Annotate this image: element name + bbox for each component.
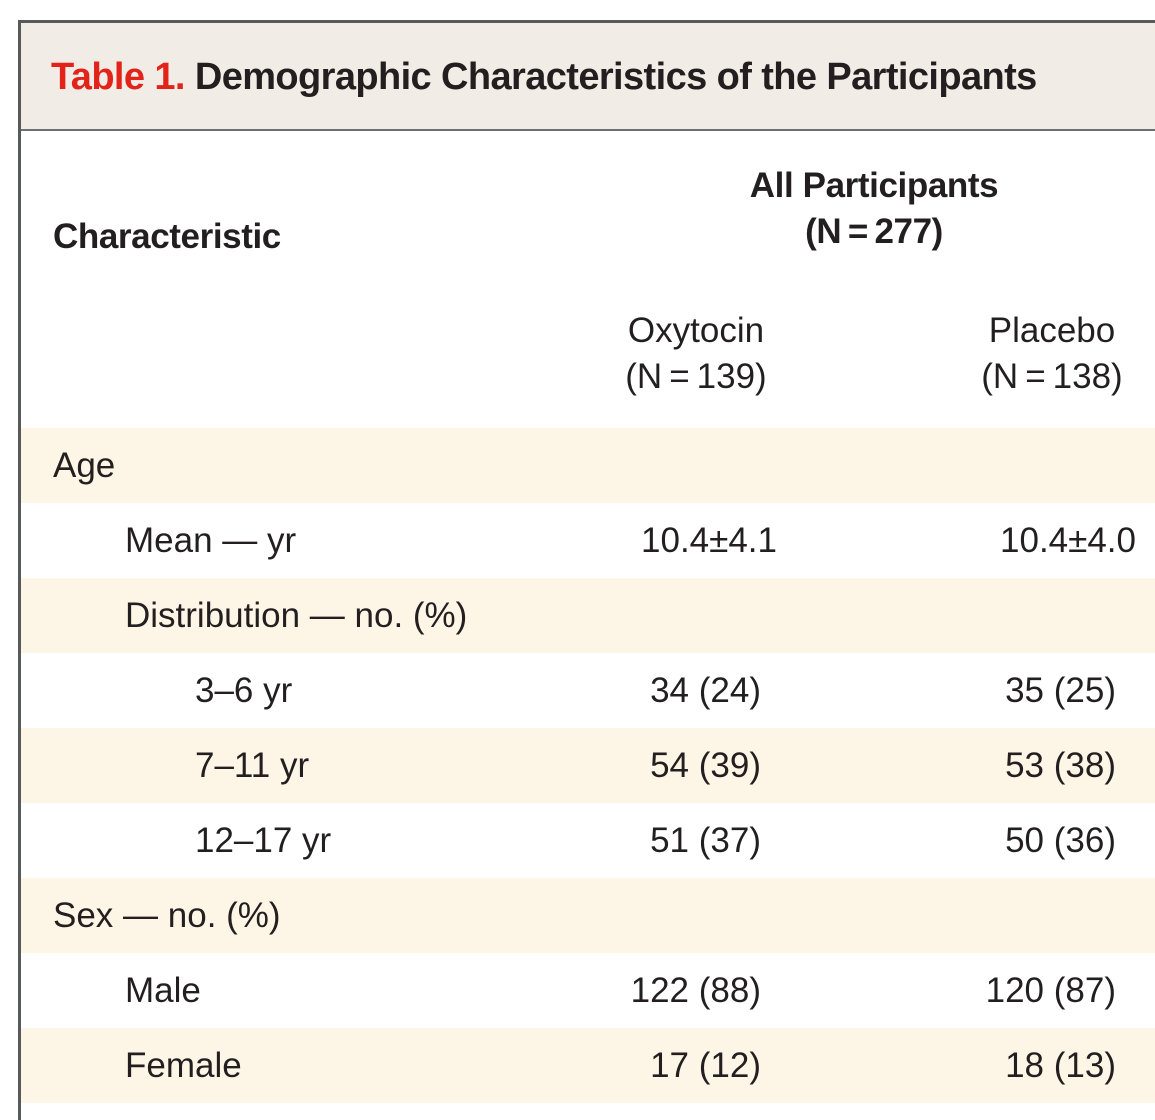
row-label: 7–11 yr [195, 746, 310, 785]
table-row-distribution: Distribution — no. (%) [21, 578, 1155, 653]
row-label: Sex — no. (%) [53, 896, 281, 935]
header-group-title: All Participants (N = 277) [669, 163, 1079, 255]
row-label: Mean — yr [125, 521, 297, 560]
placebo-value: 50 (36) [1005, 821, 1116, 860]
header-placebo-n: (N = 138) [981, 357, 1123, 396]
header-characteristic: Characteristic [53, 217, 281, 256]
row-label: Female [125, 1046, 242, 1085]
oxytocin-value: 17 (12) [650, 1046, 761, 1085]
table-frame: Table 1. Demographic Characteristics of … [18, 20, 1155, 1120]
row-label: 3–6 yr [195, 671, 293, 710]
header-group-title-line2: (N = 277) [805, 212, 943, 251]
row-label: Distribution — no. (%) [125, 596, 468, 635]
oxytocin-value: 34 (24) [650, 671, 761, 710]
table-title-text: Demographic Characteristics of the Parti… [194, 56, 1037, 98]
table-row-male: Male 122 (88) 120 (87) [21, 953, 1155, 1028]
table-row-mean-age: Mean — yr 10.4±4.1 10.4±4.0 [21, 503, 1155, 578]
header-oxytocin-n: (N = 139) [625, 357, 767, 396]
placebo-value: 18 (13) [1005, 1046, 1116, 1085]
table-row-age: Age [21, 428, 1155, 503]
table-title: Table 1. Demographic Characteristics of … [51, 56, 1037, 99]
table-row-sex: Sex — no. (%) [21, 878, 1155, 953]
table-row-age-3-6: 3–6 yr 34 (24) 35 (25) [21, 653, 1155, 728]
oxytocin-value: 51 (37) [650, 821, 761, 860]
placebo-value: 35 (25) [1005, 671, 1116, 710]
table-title-bar: Table 1. Demographic Characteristics of … [21, 23, 1155, 131]
header-placebo: Placebo (N = 138) [937, 308, 1155, 400]
oxytocin-value: 54 (39) [650, 746, 761, 785]
row-label: Age [53, 446, 116, 485]
placebo-value: 10.4±4.0 [1000, 521, 1136, 560]
table-row-female: Female 17 (12) 18 (13) [21, 1028, 1155, 1103]
header-oxytocin-name: Oxytocin [627, 311, 765, 350]
table-row-age-7-11: 7–11 yr 54 (39) 53 (38) [21, 728, 1155, 803]
header-group-title-line1: All Participants [749, 166, 999, 205]
header-oxytocin: Oxytocin (N = 139) [581, 308, 811, 400]
table-row-age-12-17: 12–17 yr 51 (37) 50 (36) [21, 803, 1155, 878]
table-label: Table 1. [51, 56, 185, 98]
row-label: 12–17 yr [195, 821, 332, 860]
placebo-value: 120 (87) [985, 971, 1116, 1010]
oxytocin-value: 10.4±4.1 [641, 521, 777, 560]
row-label: Male [125, 971, 201, 1010]
placebo-value: 53 (38) [1005, 746, 1116, 785]
oxytocin-value: 122 (88) [630, 971, 761, 1010]
header-placebo-name: Placebo [988, 311, 1116, 350]
